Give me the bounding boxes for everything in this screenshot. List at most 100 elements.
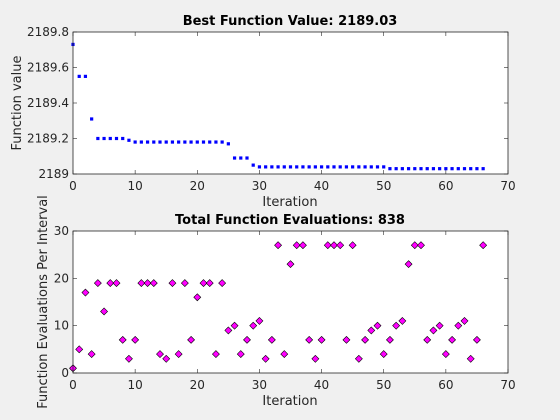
- data-point: [170, 140, 175, 144]
- data-point: [338, 165, 342, 169]
- data-point: [423, 335, 432, 344]
- y-tick-label: 2189.2: [27, 132, 69, 146]
- data-point: [270, 165, 274, 169]
- data-point: [307, 165, 311, 169]
- y-axis-label: Function value: [10, 56, 25, 151]
- data-point: [475, 167, 479, 171]
- data-point: [249, 321, 258, 330]
- y-tick-label: 2189.6: [27, 61, 69, 75]
- data-point: [444, 167, 448, 171]
- x-tick-label: 0: [69, 378, 77, 392]
- data-point: [299, 241, 307, 250]
- data-point: [479, 241, 488, 250]
- data-point: [435, 321, 444, 330]
- data-point: [369, 165, 373, 169]
- data-point: [189, 140, 193, 144]
- axes-box: [72, 230, 509, 374]
- data-point: [137, 279, 146, 287]
- data-point: [230, 321, 239, 330]
- data-point: [75, 345, 84, 354]
- data-point: [336, 241, 345, 250]
- data-point: [454, 321, 463, 330]
- data-point: [404, 260, 413, 269]
- data-point: [330, 241, 338, 250]
- data-point: [257, 165, 262, 169]
- data-point: [400, 167, 404, 171]
- x-axis-label: Iteration: [262, 195, 317, 210]
- data-point: [261, 354, 270, 363]
- data-point: [481, 167, 485, 171]
- data-point: [127, 138, 131, 142]
- x-tick-label: 40: [314, 378, 329, 392]
- data-point: [143, 279, 152, 287]
- x-tick-label: 30: [252, 179, 267, 193]
- data-point: [177, 140, 181, 144]
- data-point: [251, 163, 255, 167]
- data-point: [243, 335, 251, 344]
- x-tick-label: 20: [190, 378, 205, 392]
- y-tick-label: 2189.4: [27, 96, 69, 110]
- data-point: [100, 307, 108, 316]
- x-tick-label: 20: [190, 179, 205, 193]
- data-point: [441, 350, 450, 358]
- data-point: [332, 165, 336, 169]
- function-evaluations-plot: Total Function Evaluations: 838 Iteratio…: [36, 195, 516, 409]
- data-point: [425, 167, 429, 171]
- data-point: [319, 165, 324, 169]
- data-point: [220, 140, 224, 144]
- data-point: [224, 326, 233, 335]
- data-point: [280, 350, 289, 358]
- data-point: [90, 117, 94, 121]
- data-point: [274, 241, 282, 250]
- data-point: [139, 140, 143, 144]
- data-point: [317, 335, 326, 344]
- data-point: [406, 167, 411, 171]
- x-tick-label: 40: [314, 179, 329, 193]
- data-point: [125, 354, 133, 363]
- data-point: [379, 350, 388, 358]
- data-point: [392, 321, 401, 330]
- data-point: [311, 354, 320, 363]
- data-point: [183, 140, 187, 144]
- data-point: [417, 241, 425, 250]
- data-point: [382, 165, 386, 169]
- data-point: [133, 140, 137, 144]
- x-axis-label: Iteration: [262, 394, 317, 409]
- data-point: [212, 350, 220, 358]
- data-point: [429, 326, 438, 335]
- data-point: [180, 279, 189, 287]
- y-tick-label: 30: [54, 224, 69, 238]
- y-tick-label: 2189.8: [27, 25, 69, 39]
- data-point: [93, 279, 102, 287]
- data-point: [466, 354, 475, 363]
- x-tick-label: 0: [69, 179, 77, 193]
- data-point: [469, 167, 473, 171]
- data-point: [264, 165, 268, 169]
- data-point: [313, 165, 317, 169]
- data-point: [174, 350, 183, 358]
- data-point: [236, 350, 245, 358]
- data-point: [292, 241, 301, 250]
- data-point: [149, 279, 158, 287]
- data-point: [431, 167, 436, 171]
- data-point: [267, 335, 276, 344]
- data-point: [438, 167, 442, 171]
- data-point: [394, 167, 398, 171]
- x-tick-label: 60: [438, 378, 453, 392]
- data-point: [276, 165, 280, 169]
- data-point: [152, 140, 156, 144]
- data-point: [344, 165, 349, 169]
- data-point: [158, 140, 162, 144]
- data-point: [326, 165, 330, 169]
- data-point: [354, 354, 363, 363]
- data-point: [164, 140, 168, 144]
- data-point: [77, 74, 81, 78]
- data-point: [363, 165, 367, 169]
- y-tick-label: 20: [54, 271, 69, 285]
- data-point: [462, 167, 467, 171]
- data-point: [239, 156, 243, 160]
- data-point: [367, 326, 376, 335]
- data-point: [208, 140, 212, 144]
- data-point: [121, 136, 125, 141]
- data-point: [255, 317, 264, 325]
